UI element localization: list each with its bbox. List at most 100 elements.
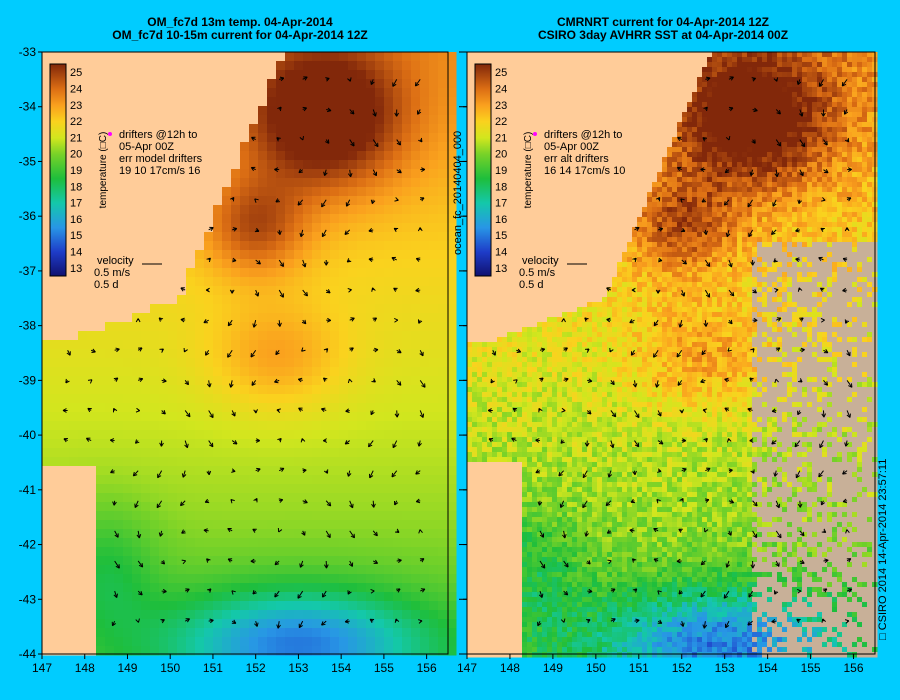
velocity-arrow (396, 380, 402, 386)
arrow-head (326, 107, 332, 113)
y-tick-label: -33 (19, 45, 37, 59)
velocity-arrow (231, 410, 236, 417)
right-panel: 147 148 149 150 151 152 153 154 155 156 13 14 15 16 17… (457, 51, 878, 675)
colorbar-tick-label: 18 (70, 181, 82, 193)
arrow-head (370, 80, 375, 85)
x-tick-label: 156 (844, 661, 864, 675)
arrow-head (251, 381, 256, 386)
drifter-marker (533, 132, 537, 136)
arrow-head (138, 347, 143, 352)
arrow-head (230, 196, 235, 202)
velocity-arrow (321, 229, 327, 237)
arrow-head (323, 438, 328, 443)
arrow-head (368, 257, 373, 263)
arrow-head (372, 171, 377, 177)
arrow-head (419, 351, 424, 357)
x-tick-label: 152 (672, 661, 692, 675)
arrow-head (135, 318, 141, 323)
arrow-head (345, 408, 350, 413)
colorbar-label: temperature (□C) (523, 132, 534, 209)
velocity-arrow (372, 139, 379, 147)
velocity-arrow (250, 349, 257, 358)
left-panel: 147 148 149 150 151 152 153 154 155 156 -33 -34 -35 -… (19, 45, 457, 675)
colorbar-label: temperature (□C) (98, 132, 109, 209)
velocity-arrow (302, 289, 308, 297)
arrow-head (349, 347, 354, 352)
colorbar-tick-label: 14 (70, 247, 82, 259)
arrow-head (138, 377, 144, 383)
arrow-head (394, 197, 399, 202)
arrow-head (279, 262, 285, 268)
drifters-text: 19 10 17cm/s 16 (119, 165, 200, 177)
colorbar-tick-label: 19 (495, 165, 507, 177)
velocity-arrow (349, 139, 355, 147)
x-tick-label: 153 (715, 661, 735, 675)
arrow-head (277, 106, 282, 112)
arrow-head (417, 319, 423, 324)
arrow-head (370, 410, 375, 416)
arrow-head (250, 352, 255, 358)
colorbar-tick-label: 19 (70, 165, 82, 177)
arrow-head (415, 257, 421, 262)
arrow-head (184, 443, 189, 449)
arrow-head (256, 260, 261, 265)
velocity-arrow (372, 109, 377, 117)
arrow-head (206, 383, 212, 388)
velocity-arrow (255, 289, 259, 297)
x-tick-label: 148 (500, 661, 520, 675)
x-tick-label: 151 (203, 661, 223, 675)
velocity-arrow (344, 229, 351, 235)
arrow-head (65, 378, 70, 384)
arrow-head (255, 438, 260, 443)
velocity-arrow (278, 289, 284, 298)
right-title-line2: CSIRO 3day AVHRR SST at 04-Apr-2014 00Z (453, 29, 873, 42)
colorbar-tick-label: 24 (495, 83, 507, 95)
arrow-head (393, 317, 399, 323)
arrow-head (347, 172, 353, 178)
arrow-head (394, 413, 400, 418)
arrow-head (419, 413, 425, 418)
velocity-arrow (253, 320, 257, 328)
colorbar-tick-label: 13 (70, 263, 82, 275)
arrow-head (325, 139, 330, 144)
arrow-head (205, 287, 210, 293)
arrow-head (112, 407, 118, 413)
velocity-arrow (419, 380, 426, 388)
arrow-head (161, 410, 166, 415)
velocity-arrow (184, 410, 191, 418)
velocity-arrow (227, 319, 233, 327)
velocity-arrow (278, 320, 281, 327)
arrow-head (372, 112, 377, 117)
arrow-head (374, 142, 379, 148)
colorbar-tick-label: 17 (70, 198, 82, 210)
arrow-head (274, 167, 279, 172)
arrow-head (321, 232, 327, 238)
x-tick-label: 150 (160, 661, 180, 675)
x-tick-label: 153 (288, 661, 308, 675)
credit-label: □ CSIRO 2014 14-Apr-2014 23:57:11 (877, 459, 889, 640)
arrow-head (347, 288, 352, 293)
colorbar-tick-label: 17 (495, 198, 507, 210)
arrow-head (321, 407, 326, 413)
y-tick-label: -37 (19, 264, 37, 278)
velocity-arrow (368, 440, 374, 448)
arrow-head (323, 261, 329, 266)
arrow-head (180, 287, 185, 292)
x-tick-label: 151 (629, 661, 649, 675)
arrow-head (372, 317, 378, 322)
arrow-head (209, 442, 214, 448)
arrow-head (184, 380, 190, 386)
arrow-head (349, 110, 355, 115)
arrow-head (396, 381, 402, 386)
y-tick-label: -34 (19, 100, 37, 114)
colorbar-tick-label: 20 (495, 149, 507, 161)
arrow-head (392, 82, 397, 87)
arrow-head (209, 226, 214, 232)
velocity-legend-text: 0.5 m/s (519, 267, 556, 279)
arrow-head (158, 317, 164, 322)
x-tick-label: 156 (417, 661, 437, 675)
arrow-head (251, 136, 256, 141)
arrow-head (232, 227, 238, 232)
arrow-head (206, 257, 211, 263)
drifters-text: 05-Apr 00Z (544, 141, 599, 153)
